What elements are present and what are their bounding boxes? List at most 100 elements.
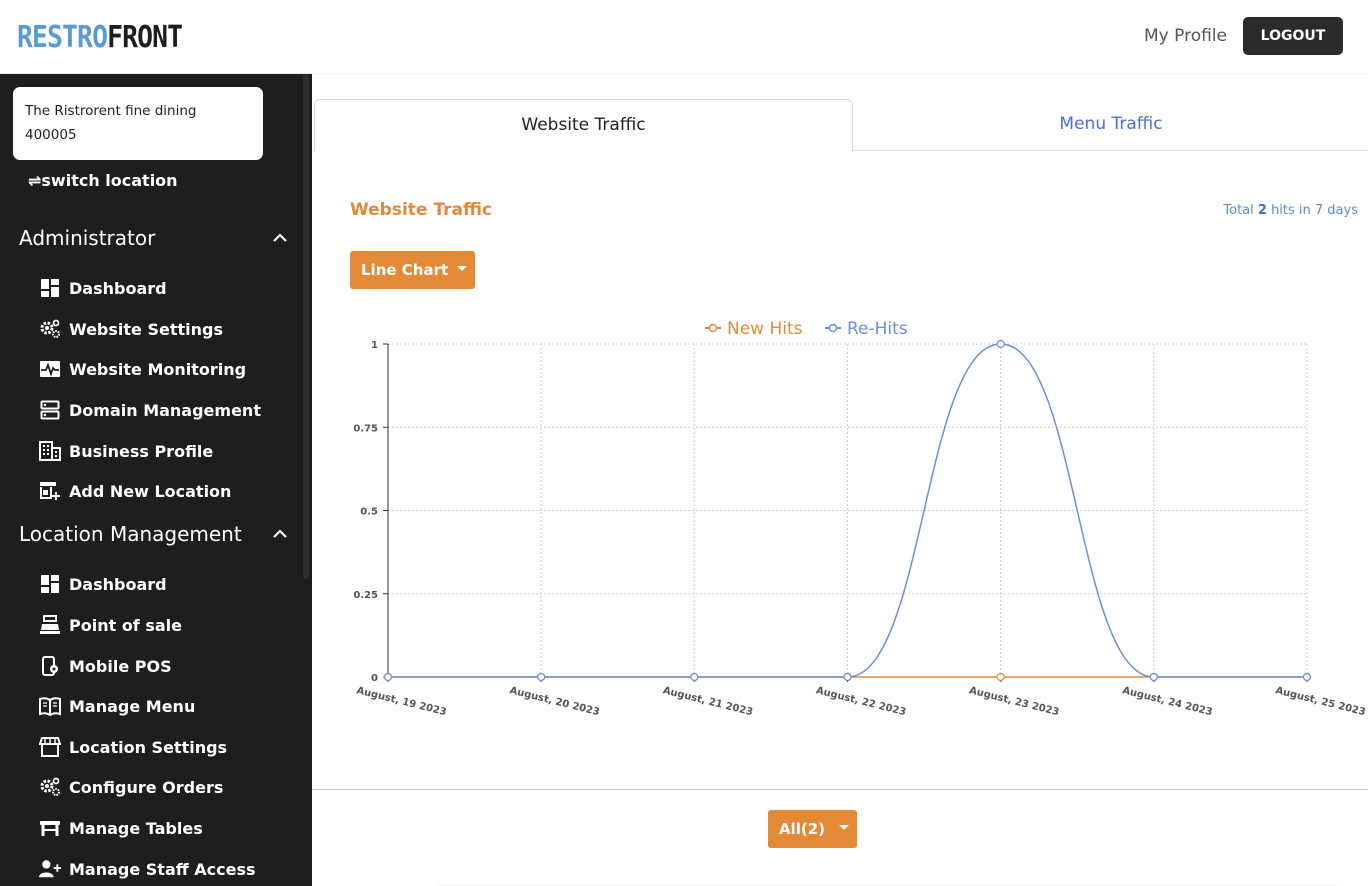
sidebar-item-website-monitoring[interactable]: Website Monitoring <box>39 356 246 382</box>
legend-marker <box>708 323 718 333</box>
sidebar-item-label: Location Settings <box>69 737 228 757</box>
store-plus-icon <box>39 480 61 502</box>
swap-arrows-icon: ⇌ <box>28 171 42 190</box>
logout-button[interactable]: LOGOUT <box>1243 17 1343 55</box>
book-icon <box>39 695 61 717</box>
legend-label: Re-Hits <box>847 319 908 339</box>
legend-label: New Hits <box>727 319 803 339</box>
current-location-card[interactable]: The Ristrorent fine dining 400005 <box>13 87 263 160</box>
tab-website-traffic[interactable]: Website Traffic <box>314 99 853 152</box>
sidebar-item-admin-dashboard[interactable]: Dashboard <box>39 275 167 301</box>
storefront-icon <box>39 736 61 758</box>
chart-type-label: Line Chart <box>361 261 449 279</box>
sidebar-item-domain-management[interactable]: Domain Management <box>39 397 261 423</box>
sidebar-item-manage-staff-access[interactable]: Manage Staff Access <box>39 856 256 882</box>
restrofront-logo[interactable]: RESTROFRONT <box>17 20 183 55</box>
sidebar-item-manage-menu[interactable]: Manage Menu <box>39 693 195 719</box>
sidebar-item-label: Business Profile <box>69 441 214 461</box>
sidebar-item-mobile-pos[interactable]: Mobile POS <box>39 653 172 679</box>
switch-location-label: switch location <box>41 171 178 190</box>
data-point <box>1149 672 1158 682</box>
section-administrator[interactable]: Administrator <box>19 226 156 250</box>
data-point <box>996 339 1005 349</box>
cash-register-icon <box>39 614 61 636</box>
x-tick-label: August, 21 2023 <box>662 685 754 718</box>
data-point <box>996 672 1005 682</box>
sidebar-item-label: Dashboard <box>69 278 167 298</box>
y-tick-label: 0.5 <box>360 507 378 518</box>
total-prefix: Total <box>1223 203 1258 218</box>
table-icon <box>39 817 61 839</box>
sidebar-item-manage-tables[interactable]: Manage Tables <box>39 815 203 841</box>
building-icon <box>39 440 61 462</box>
panel-title: Website Traffic <box>350 200 492 220</box>
data-point <box>383 672 393 682</box>
data-point <box>1302 672 1312 682</box>
x-tick-label: August, 23 2023 <box>968 685 1060 718</box>
my-profile-link[interactable]: My Profile <box>1144 26 1227 46</box>
legend-marker <box>828 323 838 333</box>
sidebar-item-label: Add New Location <box>69 481 232 501</box>
caret-down-icon <box>839 825 849 830</box>
table-top-border <box>438 884 1338 885</box>
sidebar-item-point-of-sale[interactable]: Point of sale <box>39 612 182 638</box>
series-line-1 <box>387 343 1307 678</box>
mobile-gear-icon <box>39 655 61 677</box>
chevron-up-icon[interactable] <box>271 525 289 543</box>
sidebar-item-label: Website Settings <box>69 319 223 339</box>
sidebar-item-label: Website Monitoring <box>69 359 247 379</box>
sidebar-item-website-settings[interactable]: Website Settings <box>39 316 223 342</box>
traffic-tabs: Website Traffic Menu Traffic <box>312 99 1368 152</box>
data-point <box>537 672 546 682</box>
main-content: Website Traffic Menu Traffic Website Tra… <box>312 74 1368 886</box>
y-tick-label: 0 <box>371 673 378 684</box>
location-code: 400005 <box>25 127 77 143</box>
y-tick-label: 1 <box>371 340 378 351</box>
gears-icon <box>39 776 61 798</box>
y-tick-label: 0.25 <box>353 590 378 601</box>
tab-menu-traffic[interactable]: Menu Traffic <box>1059 114 1163 134</box>
filter-label: All(2) <box>779 820 826 838</box>
sidebar-item-location-dashboard[interactable]: Dashboard <box>39 571 167 597</box>
sidebar-scrollbar[interactable] <box>303 74 309 579</box>
sidebar-item-configure-orders[interactable]: Configure Orders <box>39 774 223 800</box>
sidebar-item-business-profile[interactable]: Business Profile <box>39 438 213 464</box>
logo-part1: RESTRO <box>17 20 108 55</box>
x-tick-label: August, 22 2023 <box>815 685 907 718</box>
x-tick-label: August, 20 2023 <box>508 685 600 718</box>
hits-filter-dropdown[interactable]: All(2) <box>768 810 857 848</box>
x-tick-label: August, 19 2023 <box>355 685 447 718</box>
sidebar-item-add-new-location[interactable]: Add New Location <box>39 478 231 504</box>
dashboard-icon <box>39 277 61 299</box>
sidebar-item-label: Dashboard <box>69 574 167 594</box>
location-name: The Ristrorent fine dining <box>25 103 197 119</box>
total-count: 2 <box>1257 203 1267 218</box>
top-header: RESTROFRONT My Profile LOGOUT <box>0 0 1368 74</box>
switch-location-link[interactable]: ⇌switch location <box>28 169 178 193</box>
chevron-up-icon[interactable] <box>271 229 289 247</box>
dashboard-icon <box>39 573 61 595</box>
monitor-pulse-icon <box>39 358 61 380</box>
sidebar-item-location-settings[interactable]: Location Settings <box>39 734 227 760</box>
x-tick-label: August, 25 2023 <box>1274 685 1366 718</box>
sidebar-item-label: Point of sale <box>69 615 182 635</box>
total-hits-summary: Total 2 hits in 7 days <box>1223 201 1358 221</box>
y-tick-label: 0.75 <box>353 423 378 434</box>
traffic-line-chart: New Hits Re-Hits 0 0.25 0.5 0.75 1 August, 19 2… <box>353 319 1366 718</box>
section-location-management[interactable]: Location Management <box>19 522 242 546</box>
user-plus-icon <box>39 858 61 880</box>
logo-part2: FRONT <box>107 20 183 55</box>
gears-icon <box>39 318 61 340</box>
chart-type-dropdown[interactable]: Line Chart <box>350 251 475 289</box>
sidebar-item-label: Manage Menu <box>69 696 196 716</box>
data-point <box>690 672 699 682</box>
x-tick-label: August, 24 2023 <box>1121 685 1213 718</box>
sidebar-item-label: Domain Management <box>69 400 261 420</box>
server-icon <box>39 399 61 421</box>
sidebar-item-label: Manage Staff Access <box>69 859 256 879</box>
sidebar: The Ristrorent fine dining 400005 ⇌switc… <box>0 74 312 886</box>
data-point <box>843 672 852 682</box>
sidebar-item-label: Mobile POS <box>69 656 172 676</box>
caret-down-icon <box>457 266 467 271</box>
sidebar-item-label: Configure Orders <box>69 777 224 797</box>
